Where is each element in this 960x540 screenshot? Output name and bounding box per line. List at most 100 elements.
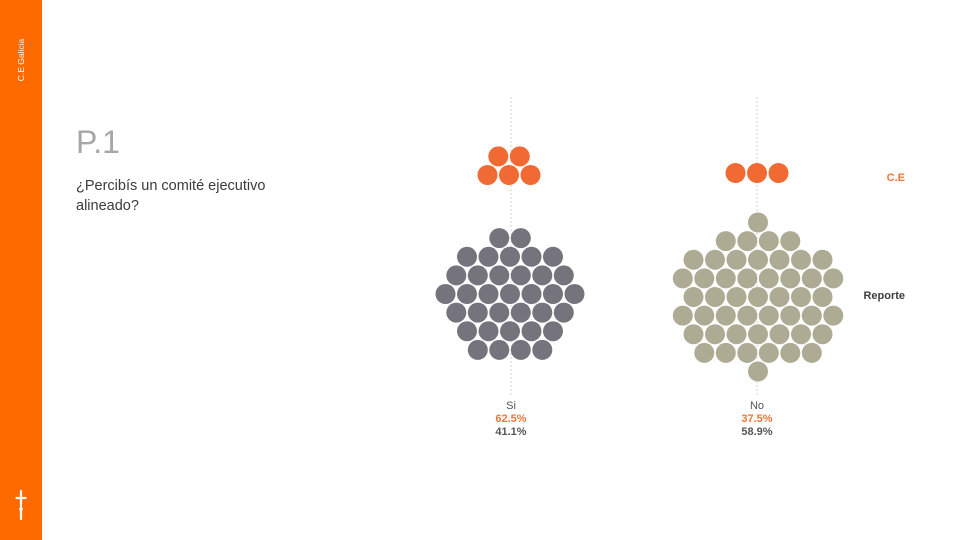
reporte-no-dot-1 <box>726 287 747 307</box>
reporte-no-dot-34 <box>780 342 801 363</box>
ce-si-dots <box>477 146 541 185</box>
reporte-no-dot-46 <box>748 361 768 382</box>
ce-no-dot-0 <box>747 163 767 183</box>
reporte-no-dot-42 <box>823 268 844 289</box>
reporte-no-dot-39 <box>683 324 704 345</box>
category-label-no: No <box>750 400 764 412</box>
reporte-no-dot-41 <box>672 268 693 289</box>
reporte-si-dot-12 <box>500 321 520 342</box>
reporte-si-dot-18 <box>521 321 542 342</box>
ce-si-dot-0 <box>499 165 519 185</box>
reporte-si-dot-20 <box>553 265 574 286</box>
reporte-no-dot-32 <box>812 287 833 307</box>
reporte-si-dot-29 <box>489 228 510 249</box>
reporte-no-dot-30 <box>758 231 779 252</box>
reporte-no-dot-9 <box>715 305 736 326</box>
reporte-no-dot-17 <box>726 324 747 345</box>
reporte-no-dot-44 <box>823 305 844 326</box>
reporte-no-dot-16 <box>769 249 790 270</box>
reporte-si-dot-6 <box>510 302 531 323</box>
ce-si-dot-2 <box>520 165 541 185</box>
reporte-si-dot-1 <box>478 284 499 304</box>
reporte-no-dot-0 <box>748 287 768 307</box>
value-label-reporte-no: 58.9% <box>741 426 772 438</box>
reporte-no-dot-21 <box>694 305 715 326</box>
reporte-si-dot-15 <box>478 246 499 267</box>
reporte-no-dots <box>672 212 844 382</box>
ce-si-dot-4 <box>509 146 530 167</box>
reporte-no-dot-43 <box>672 305 693 326</box>
reporte-si-dot-2 <box>521 284 542 304</box>
ce-si-dot-1 <box>477 165 498 185</box>
reporte-si-dot-27 <box>489 339 510 360</box>
reporte-si-dot-23 <box>457 246 477 267</box>
reporte-si-dot-14 <box>543 284 563 304</box>
reporte-si-dot-34 <box>532 339 553 360</box>
reporte-si-dot-0 <box>500 284 520 304</box>
reporte-si-dot-32 <box>564 284 585 304</box>
reporte-si-dot-33 <box>467 339 488 360</box>
reporte-no-dot-2 <box>769 287 790 307</box>
question-number: P.1 <box>76 124 120 160</box>
reporte-si-dot-13 <box>457 284 477 304</box>
reporte-si-dot-25 <box>457 321 477 342</box>
reporte-no-dot-3 <box>737 268 758 289</box>
reporte-si-dot-30 <box>510 228 531 249</box>
reporte-no-dot-37 <box>683 249 704 270</box>
reporte-no-dot-8 <box>780 268 801 289</box>
ce-si-dot-3 <box>488 146 509 167</box>
reporte-si-dot-10 <box>532 302 553 323</box>
ce-no-dot-2 <box>768 163 789 183</box>
ce-no-dots <box>725 163 789 183</box>
reporte-si-dot-31 <box>435 284 456 304</box>
reporte-si-dot-7 <box>467 265 488 286</box>
reporte-no-dot-4 <box>758 268 779 289</box>
reporte-no-dot-22 <box>801 305 822 326</box>
reporte-no-dot-47 <box>694 342 715 363</box>
reporte-no-dot-12 <box>748 324 768 345</box>
reporte-si-dot-9 <box>467 302 488 323</box>
reporte-no-dot-27 <box>737 342 758 363</box>
reporte-no-dot-48 <box>801 342 822 363</box>
reporte-no-dot-6 <box>758 305 779 326</box>
question-text: ¿Percibís un comité ejecutivo alineado? <box>76 178 266 214</box>
reporte-si-dot-22 <box>553 302 574 323</box>
reporte-si-dot-26 <box>543 321 563 342</box>
sidebar: C.E Galicia <box>0 0 42 540</box>
reporte-no-dot-31 <box>683 287 704 307</box>
reporte-no-dot-33 <box>715 342 736 363</box>
reporte-si-dot-24 <box>543 246 563 267</box>
reporte-no-dot-28 <box>758 342 779 363</box>
reporte-no-dot-45 <box>748 212 768 233</box>
reporte-si-dot-21 <box>446 302 467 323</box>
reporte-no-dot-23 <box>705 249 725 270</box>
reporte-no-dot-20 <box>801 268 822 289</box>
reporte-si-dot-5 <box>489 302 510 323</box>
value-label-ce-si: 62.5% <box>495 413 526 425</box>
reporte-no-dot-15 <box>726 249 747 270</box>
reporte-no-dot-18 <box>769 324 790 345</box>
ce-no-dot-1 <box>725 163 746 183</box>
reporte-si-dot-17 <box>478 321 499 342</box>
reporte-no-dot-7 <box>715 268 736 289</box>
value-label-reporte-si: 41.1% <box>495 426 526 438</box>
category-label-si: Si <box>506 400 516 412</box>
reporte-si-dot-8 <box>532 265 553 286</box>
reporte-no-dot-5 <box>737 305 758 326</box>
reporte-no-dot-26 <box>791 324 811 345</box>
reporte-si-dot-4 <box>510 265 531 286</box>
reporte-no-dot-13 <box>705 287 725 307</box>
reporte-no-dot-11 <box>748 249 768 270</box>
reporte-si-dot-11 <box>500 246 520 267</box>
reporte-no-dot-36 <box>780 231 801 252</box>
reporte-no-dot-40 <box>812 324 833 345</box>
cross-dagger-icon <box>15 490 27 520</box>
reporte-no-dot-10 <box>780 305 801 326</box>
legend-label-reporte: Reporte <box>863 290 905 302</box>
reporte-si-dots <box>435 228 585 360</box>
reporte-no-dot-24 <box>791 249 811 270</box>
reporte-si-dot-19 <box>446 265 467 286</box>
reporte-no-dot-25 <box>705 324 725 345</box>
reporte-no-dot-19 <box>694 268 715 289</box>
